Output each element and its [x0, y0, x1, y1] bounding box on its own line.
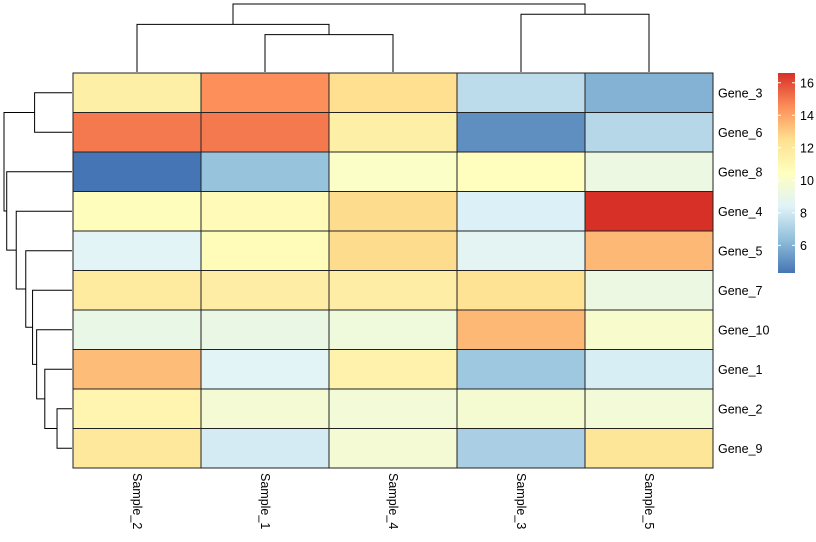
heatmap-cell	[200, 151, 330, 192]
heatmap-cell	[584, 349, 714, 390]
row-label: Gene_1	[718, 363, 763, 377]
heatmap-cell	[328, 309, 458, 350]
row-labels: Gene_3 Gene_6 Gene_8 Gene_4 Gene_5 Gene_7 Gene…	[718, 86, 769, 456]
heatmap-cell	[328, 191, 458, 232]
heatmap-cell	[456, 309, 586, 350]
column-label: Sample_5	[642, 473, 656, 529]
row-label: Gene_6	[718, 126, 763, 140]
heatmap-cell	[72, 349, 202, 390]
row-dendrogram	[3, 92, 72, 449]
heatmap-cell	[328, 230, 458, 271]
heatmap-cell	[456, 270, 586, 311]
heatmap-cell	[584, 428, 714, 469]
heatmap-cell	[584, 72, 714, 113]
row-label: Gene_7	[718, 284, 763, 298]
heatmap-cell	[72, 428, 202, 469]
heatmap-cell	[200, 72, 330, 113]
row-label: Gene_9	[718, 442, 763, 456]
heatmap-cell	[456, 388, 586, 429]
dendrogram-branch	[520, 13, 650, 72]
row-label: Gene_4	[718, 205, 763, 219]
heatmap-cell	[584, 309, 714, 350]
column-label: Sample_2	[130, 473, 144, 529]
dendrogram-branch	[15, 210, 72, 290]
colorbar-tick-label: 10	[800, 174, 814, 188]
colorbar-tick-label: 16	[800, 76, 814, 90]
heatmap-cell	[456, 151, 586, 192]
column-labels: Sample_2 Sample_1 Sample_4 Sample_3 Sample_5	[130, 473, 656, 529]
row-label: Gene_3	[718, 86, 763, 100]
dendrogram-branch	[264, 34, 394, 72]
heatmap-cell	[456, 428, 586, 469]
heatmap-cell	[584, 112, 714, 153]
heatmap-cell	[328, 151, 458, 192]
dendrogram-branch	[3, 112, 35, 212]
heatmap-cell	[72, 112, 202, 153]
dendrogram-branch	[44, 368, 72, 429]
dendrogram-branch	[56, 408, 72, 449]
heatmap-cell	[72, 388, 202, 429]
colorbar-tick-label: 12	[800, 141, 814, 155]
row-label: Gene_5	[718, 244, 763, 258]
dendrogram-branch	[232, 3, 586, 25]
heatmap-cell	[584, 191, 714, 232]
colorbar-gradient	[778, 73, 795, 273]
heatmap-cell	[584, 270, 714, 311]
heatmap-cell	[584, 230, 714, 271]
colorbar-tick-label: 14	[800, 109, 814, 123]
heatmap-cell	[456, 72, 586, 113]
heatmap-cell	[72, 230, 202, 271]
heatmap-cell	[200, 191, 330, 232]
heatmap-cell	[328, 72, 458, 113]
colorbar-tick-label: 6	[800, 239, 807, 253]
colorbar: 6 8 10 12 14 16	[778, 73, 814, 273]
heatmap-cell	[72, 309, 202, 350]
heatmap-cell	[200, 428, 330, 469]
heatmap-cell	[456, 191, 586, 232]
heatmap-cell	[456, 112, 586, 153]
column-label: Sample_1	[258, 473, 272, 529]
heatmap-cell	[200, 388, 330, 429]
heatmap-cell	[456, 349, 586, 390]
column-label: Sample_3	[514, 473, 528, 529]
heatmap-cell	[584, 388, 714, 429]
heatmap-cell	[200, 309, 330, 350]
column-dendrogram	[136, 3, 650, 72]
dendrogram-branch	[32, 289, 72, 365]
heatmap-cell	[456, 230, 586, 271]
colorbar-tick-label: 8	[800, 206, 807, 220]
dendrogram-branch	[136, 23, 330, 72]
heatmap-cell	[72, 151, 202, 192]
heatmap-cell	[200, 112, 330, 153]
row-label: Gene_2	[718, 402, 763, 416]
column-label: Sample_4	[386, 473, 400, 529]
dendrogram-branch	[36, 329, 72, 400]
heatmap-cell	[72, 191, 202, 232]
heatmap-cell	[584, 151, 714, 192]
heatmap-cell	[200, 270, 330, 311]
heatmap-cell	[72, 270, 202, 311]
heatmap-cell	[328, 270, 458, 311]
heatmap-cell	[72, 72, 202, 113]
dendrogram-branch	[34, 92, 72, 133]
heatmap-cell	[328, 388, 458, 429]
heatmap-cells	[72, 72, 714, 469]
heatmap-cell	[200, 230, 330, 271]
heatmap-cell	[328, 428, 458, 469]
heatmap-cell	[328, 112, 458, 153]
row-label: Gene_10	[718, 323, 769, 337]
heatmap-cell	[328, 349, 458, 390]
row-label: Gene_8	[718, 165, 763, 179]
heatmap-cell	[200, 349, 330, 390]
